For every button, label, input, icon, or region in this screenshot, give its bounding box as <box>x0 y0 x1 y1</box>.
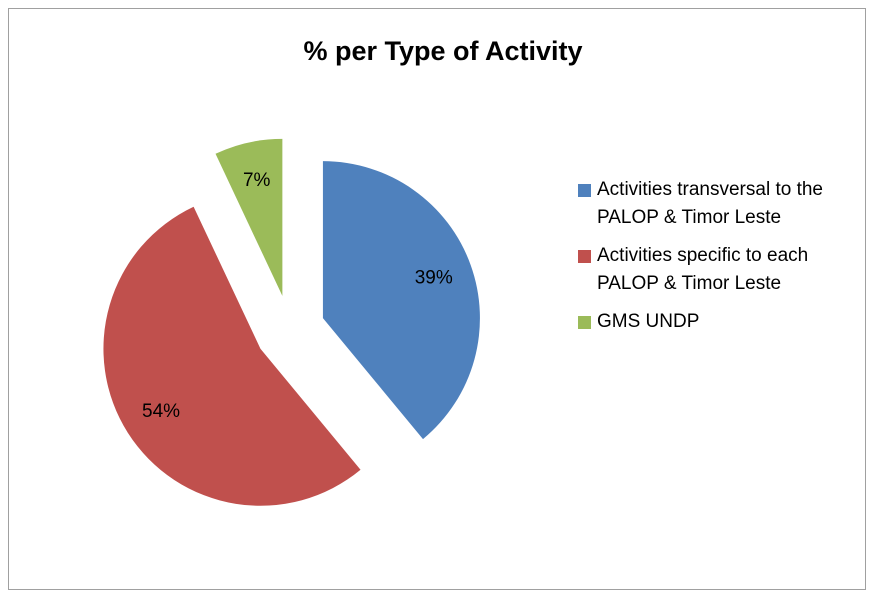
pie-slice <box>322 161 480 440</box>
legend-label: Activities transversal to the PALOP & Ti… <box>597 179 823 228</box>
legend-item: GMS UNDP <box>578 308 863 336</box>
data-label: 39% <box>415 267 453 288</box>
legend-swatch <box>578 250 591 263</box>
legend-swatch <box>578 184 591 197</box>
legend-item: Activities transversal to the PALOP & Ti… <box>578 176 863 232</box>
chart-title: % per Type of Activity <box>303 36 582 66</box>
data-label: 54% <box>142 401 180 422</box>
pie-slice <box>103 206 361 506</box>
legend-item: Activities specific to each PALOP & Timo… <box>578 242 863 298</box>
pie-slice <box>215 138 283 296</box>
data-label: 7% <box>243 170 271 191</box>
legend-label: GMS UNDP <box>597 311 700 332</box>
legend-label: Activities specific to each PALOP & Timo… <box>597 245 809 294</box>
legend: Activities transversal to the PALOP & Ti… <box>578 176 863 346</box>
legend-swatch <box>578 316 591 329</box>
